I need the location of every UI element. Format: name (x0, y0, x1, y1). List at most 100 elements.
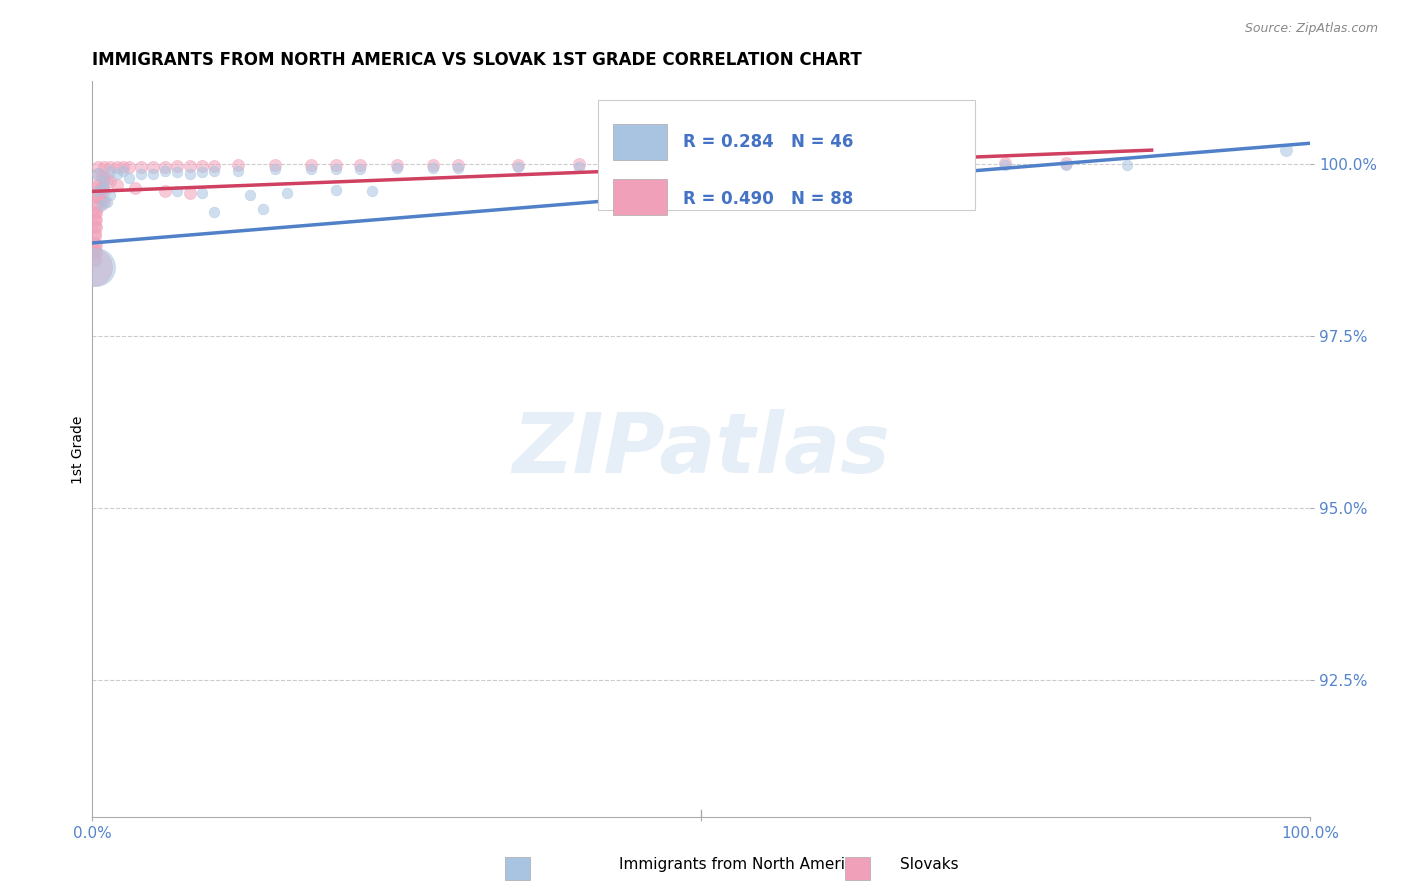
Point (226, 163, 249, 178)
Point (83, 235, 105, 250)
Point (93, 194, 115, 209)
Point (87, 161, 110, 175)
Point (100, 163, 122, 178)
Point (83, 219, 105, 233)
Point (385, 161, 408, 175)
Point (100, 174, 122, 188)
Text: IMMIGRANTS FROM NORTH AMERICA VS SLOVAK 1ST GRADE CORRELATION CHART: IMMIGRANTS FROM NORTH AMERICA VS SLOVAK … (93, 51, 862, 69)
Point (84, 178, 107, 192)
Point (628, 160, 651, 174)
Point (84, 198, 107, 212)
Point (142, 160, 165, 174)
Point (751, 157, 773, 171)
Point (84, 220, 107, 235)
Point (111, 163, 134, 178)
Point (299, 162, 322, 177)
Point (90, 182, 112, 196)
Point (90, 169, 112, 184)
Point (325, 158, 347, 172)
Point (166, 185, 188, 199)
Point (508, 161, 530, 175)
Point (191, 186, 214, 200)
Point (87, 185, 110, 199)
Point (690, 157, 713, 171)
Text: Slovaks: Slovaks (900, 857, 959, 872)
Point (226, 158, 249, 172)
Point (93, 161, 115, 175)
Point (118, 160, 141, 174)
Text: Source: ZipAtlas.com: Source: ZipAtlas.com (1244, 22, 1378, 36)
Point (934, 156, 956, 170)
Point (191, 159, 214, 173)
Point (873, 158, 896, 172)
FancyBboxPatch shape (613, 179, 666, 215)
Point (100, 187, 122, 202)
FancyBboxPatch shape (598, 100, 974, 211)
Point (100, 160, 122, 174)
Point (84, 213, 107, 227)
Point (202, 159, 225, 173)
Point (105, 167, 128, 181)
Point (93, 181, 115, 195)
Point (90, 198, 112, 212)
Point (1116, 157, 1139, 171)
Point (155, 160, 177, 174)
Point (299, 158, 322, 172)
Text: R = 0.490   N = 88: R = 0.490 N = 88 (683, 190, 853, 208)
Point (87, 178, 110, 193)
Point (811, 159, 834, 173)
Point (83, 253, 105, 268)
Point (105, 161, 128, 175)
Point (84, 260, 107, 274)
Point (96, 194, 118, 209)
Point (994, 158, 1017, 172)
Point (83, 243, 105, 257)
Point (1054, 156, 1077, 170)
Point (628, 157, 651, 171)
Point (994, 156, 1017, 170)
Point (87, 167, 110, 181)
Point (129, 160, 152, 174)
Point (84, 238, 107, 252)
Point (83, 229, 105, 244)
Point (349, 158, 371, 172)
Point (83, 226, 105, 240)
Point (111, 160, 134, 174)
Point (179, 186, 201, 200)
Point (811, 157, 834, 171)
Point (166, 159, 188, 173)
Point (873, 157, 896, 171)
Point (690, 159, 713, 173)
Point (93, 185, 115, 199)
Y-axis label: 1st Grade: 1st Grade (72, 415, 86, 483)
Point (105, 178, 128, 192)
Point (325, 161, 347, 176)
Point (87, 200, 110, 214)
Point (83, 187, 105, 202)
Text: ZIPatlas: ZIPatlas (512, 409, 890, 490)
Point (166, 165, 188, 179)
Point (568, 157, 591, 171)
Text: Immigrants from North America: Immigrants from North America (619, 857, 862, 872)
Point (446, 157, 468, 171)
Point (349, 161, 371, 176)
Point (84, 206, 107, 220)
Point (83, 211, 105, 226)
Point (90, 193, 112, 207)
Point (118, 170, 141, 185)
Point (93, 170, 115, 185)
Point (568, 160, 591, 174)
Point (89, 191, 111, 205)
Point (124, 181, 146, 195)
Point (1274, 143, 1296, 157)
Point (751, 159, 773, 173)
Point (422, 157, 444, 171)
Point (263, 162, 285, 177)
Point (96, 172, 118, 186)
Point (90, 181, 112, 195)
Point (934, 158, 956, 172)
Point (385, 157, 408, 171)
Point (325, 183, 347, 197)
Point (87, 167, 110, 181)
Point (155, 163, 177, 178)
